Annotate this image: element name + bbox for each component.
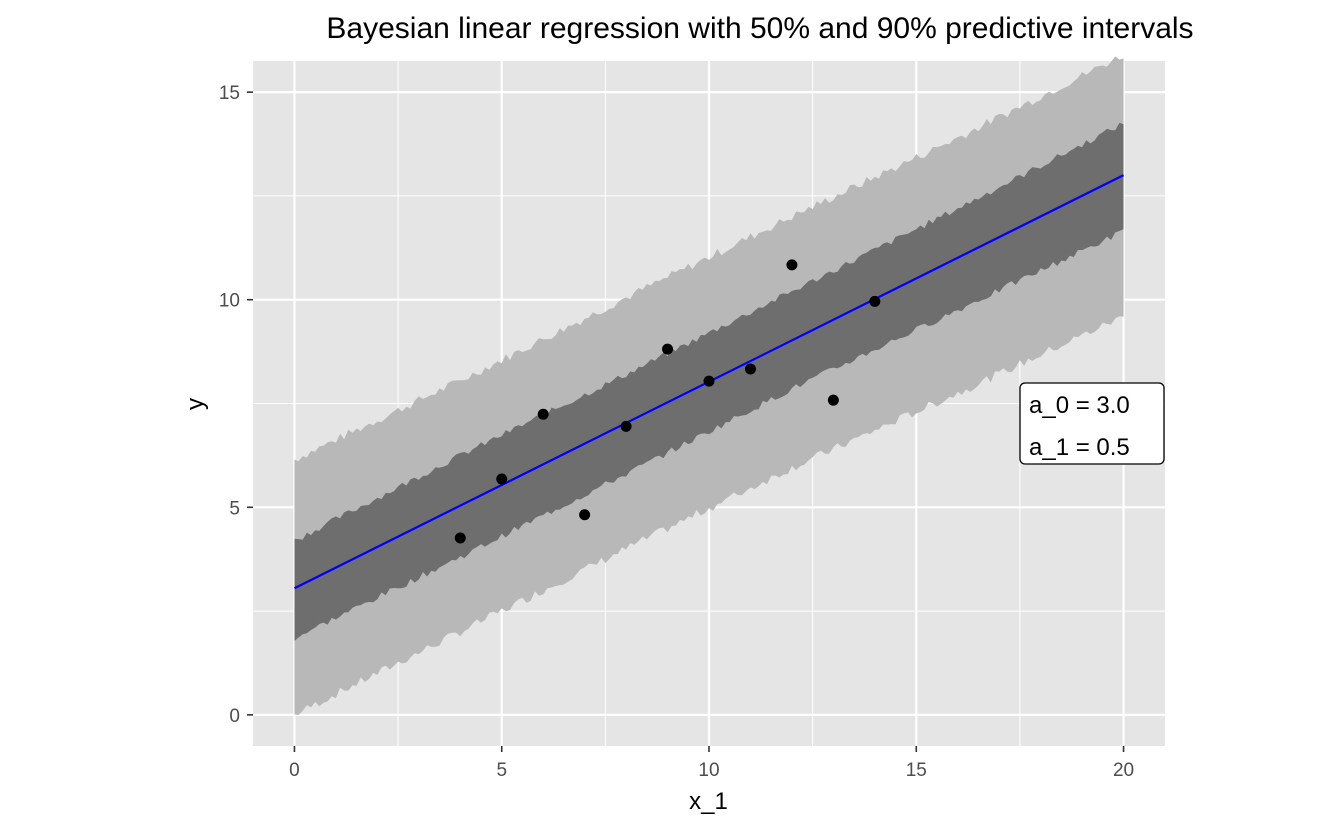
y-tick-label: 5	[229, 498, 240, 519]
y-axis: 0 5 10 15	[219, 83, 253, 727]
x-tick-label: 0	[289, 760, 300, 781]
chart-title: Bayesian linear regression with 50% and …	[326, 12, 1193, 45]
data-point	[620, 420, 632, 432]
x-tick-label: 20	[1113, 760, 1134, 781]
x-tick-label: 10	[698, 760, 719, 781]
data-point	[744, 363, 756, 375]
data-points	[454, 259, 881, 544]
annotation-line-a0: a_0 = 3.0	[1029, 392, 1130, 419]
data-point	[869, 295, 881, 307]
y-tick-label: 10	[219, 291, 240, 312]
coefficient-annotation: a_0 = 3.0 a_1 = 0.5	[1019, 382, 1165, 465]
data-point	[579, 509, 591, 521]
y-axis-title: y	[182, 398, 209, 410]
x-axis-title: x_1	[689, 788, 728, 815]
x-tick-label: 5	[496, 760, 507, 781]
data-point	[703, 375, 715, 387]
y-tick-label: 15	[219, 83, 240, 104]
annotation-line-a1: a_1 = 0.5	[1029, 434, 1130, 461]
data-point	[496, 473, 508, 485]
annotation-box	[1019, 382, 1165, 465]
y-tick-label: 0	[229, 706, 240, 727]
data-point	[786, 259, 798, 271]
x-axis: 0 5 10 15 20	[289, 746, 1134, 781]
data-point	[537, 408, 549, 420]
data-point	[662, 343, 674, 355]
x-tick-label: 15	[906, 760, 927, 781]
data-point	[454, 532, 466, 544]
data-point	[827, 394, 839, 406]
